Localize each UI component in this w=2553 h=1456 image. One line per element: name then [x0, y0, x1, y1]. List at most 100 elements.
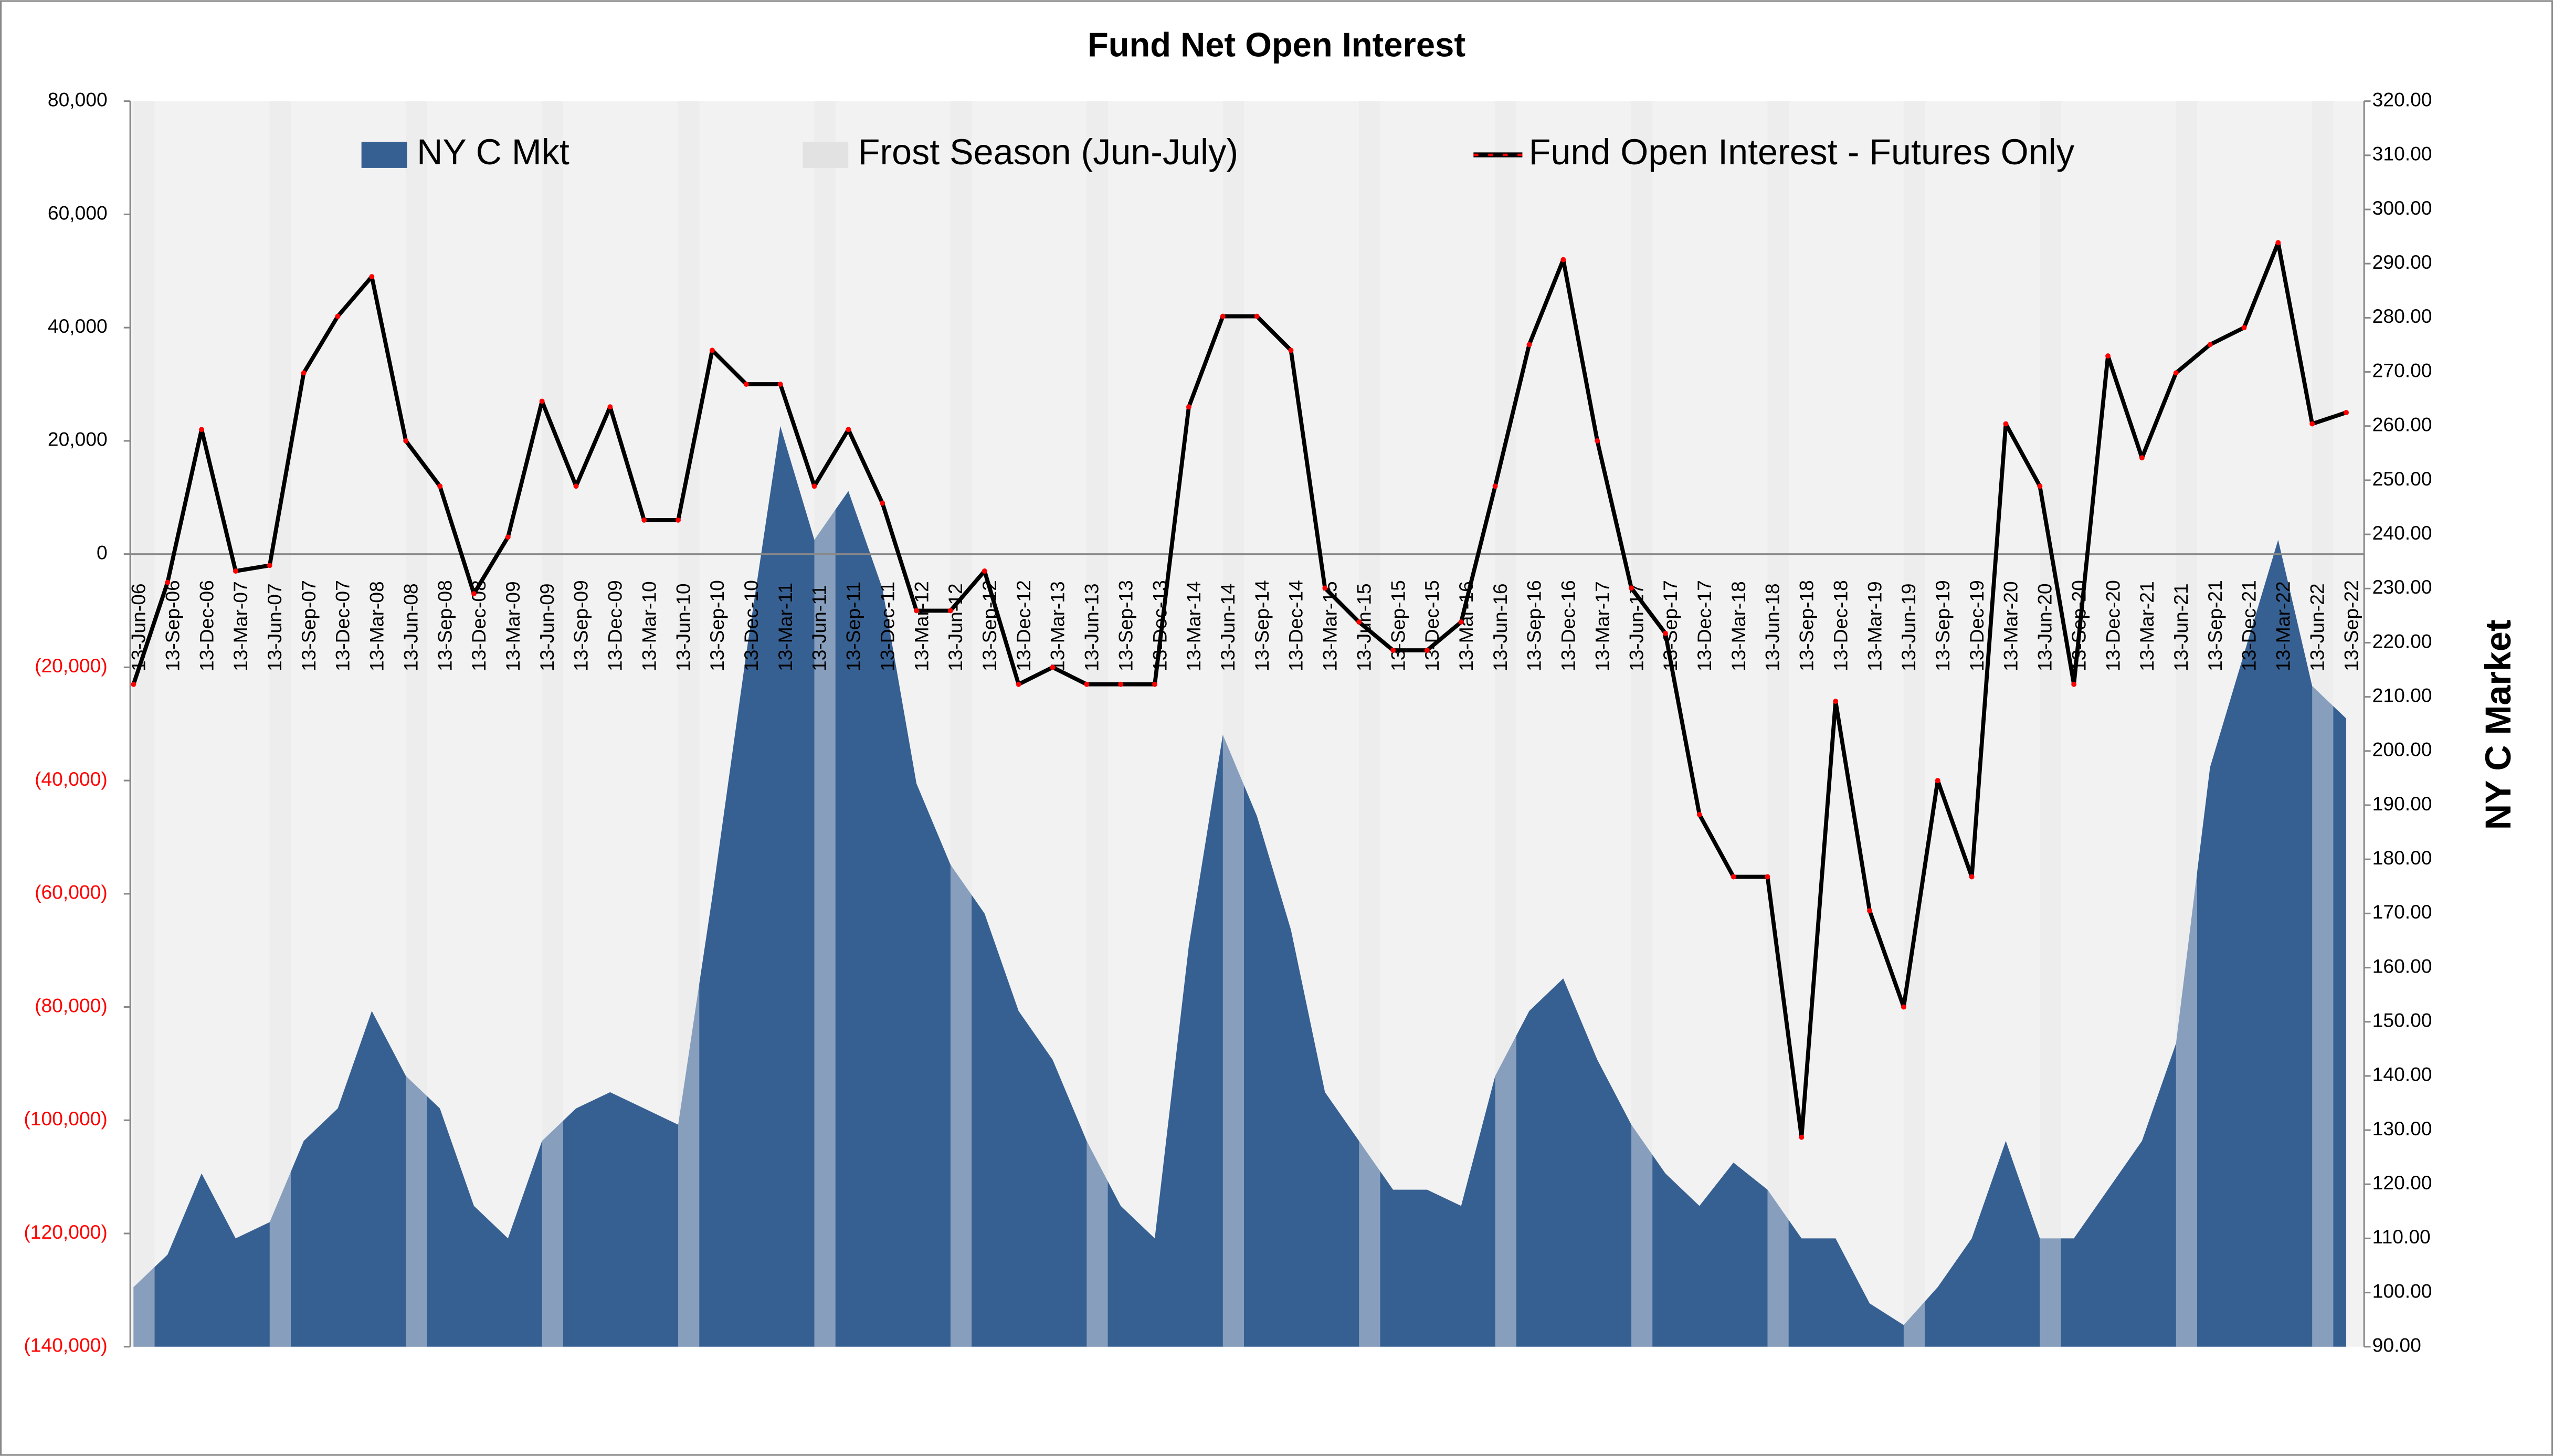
line-marker [199, 427, 205, 432]
line-marker [1833, 699, 1839, 704]
x-tick-label: 13-Jun-14 [1217, 583, 1239, 671]
line-marker [1526, 342, 1532, 347]
line-marker [1492, 483, 1498, 489]
x-tick-label: 13-Dec-12 [1012, 580, 1035, 671]
frost-overlay [950, 101, 972, 1347]
line-marker [1969, 874, 1975, 880]
y-tick-label: 0 [97, 541, 108, 563]
x-tick-label: 13-Sep-21 [2204, 580, 2226, 671]
frost-overlay [1903, 101, 1925, 1347]
x-tick-label: 13-Sep-15 [1387, 580, 1409, 671]
y2-tick-label: 110.00 [2372, 1226, 2431, 1248]
lines [131, 240, 2349, 1140]
frost-overlay [1495, 101, 1516, 1347]
x-tick-label: 13-Sep-09 [570, 580, 592, 671]
line-marker [1152, 681, 1158, 687]
line-marker [1765, 874, 1770, 880]
x-tick-label: 13-Mar-22 [2272, 581, 2294, 671]
line-marker [1084, 681, 1090, 687]
y2-tick-label: 100.00 [2372, 1280, 2432, 1302]
y2-tick-label: 120.00 [2372, 1172, 2432, 1194]
x-tick-label: 13-Mar-07 [229, 581, 251, 671]
line-marker [2037, 483, 2043, 489]
y2-tick-label: 300.00 [2372, 197, 2432, 219]
frost-overlay [406, 101, 427, 1347]
line-marker [676, 517, 681, 523]
line-marker [471, 591, 477, 597]
frost-overlay [814, 101, 836, 1347]
line-marker [1696, 811, 1702, 817]
x-tick-label: 13-Sep-14 [1251, 580, 1273, 671]
line-marker [2207, 342, 2213, 347]
y-tick-label: (20,000) [35, 655, 108, 677]
x-tick-label: 13-Mar-14 [1183, 581, 1205, 671]
y2-tick-label: 220.00 [2372, 630, 2432, 652]
y2-axis-title: NY C Market [2478, 619, 2518, 830]
line-marker [1220, 313, 1226, 319]
x-tick-label: 13-Dec-14 [1285, 580, 1307, 671]
y-tick-label: 60,000 [48, 202, 108, 224]
line-marker [1560, 257, 1566, 262]
x-tick-label: 13-Sep-07 [298, 580, 320, 671]
line-marker [2173, 370, 2179, 376]
line-marker [2003, 421, 2009, 427]
line-marker [1935, 778, 1940, 784]
x-tick-label: 13-Jun-13 [1081, 583, 1103, 671]
line-marker [335, 313, 341, 319]
x-tick-label: 13-Sep-13 [1114, 580, 1136, 671]
x-tick-label: 13-Mar-18 [1727, 581, 1749, 671]
x-tick-label: 13-Dec-07 [332, 580, 354, 671]
y-tick-label: (100,000) [24, 1107, 107, 1130]
frost-band [269, 101, 291, 1347]
x-tick-label: 13-Dec-17 [1693, 580, 1715, 671]
y2-tick-label: 140.00 [2372, 1063, 2432, 1085]
line-marker [1595, 438, 1600, 444]
frost-overlay [2176, 101, 2197, 1347]
line-marker [641, 517, 647, 523]
x-tick-label: 13-Jun-21 [2170, 583, 2192, 671]
line-marker [947, 608, 953, 614]
legend-label: NY C Mkt [417, 132, 569, 172]
frost-overlay [1086, 101, 1108, 1347]
x-tick-label: 13-Dec-20 [2102, 580, 2124, 671]
y2-tick-label: 310.00 [2372, 143, 2432, 165]
line-marker [2071, 681, 2077, 687]
x-tick-label: 13-Mar-13 [1047, 581, 1069, 671]
line-marker [267, 563, 272, 568]
x-tick-label: 13-Mar-21 [2136, 581, 2158, 671]
overlay [133, 101, 2334, 1347]
x-tick-label: 13-Jun-18 [1761, 583, 1784, 671]
line-marker [1901, 1004, 1906, 1010]
x-tick-label: 13-Dec-15 [1421, 580, 1443, 671]
y-tick-label: (60,000) [35, 881, 108, 903]
line-marker [1390, 648, 1396, 653]
frost-overlay [1222, 101, 1244, 1347]
y2-tick-label: 180.00 [2372, 847, 2432, 869]
y2-tick-label: 260.00 [2372, 414, 2432, 436]
x-tick-label: 13-Mar-10 [638, 581, 660, 671]
y2-tick-label: 320.00 [2372, 89, 2432, 111]
x-tick-label: 13-Jun-11 [808, 585, 830, 671]
y2-tick-label: 190.00 [2372, 793, 2432, 815]
legend-label: Frost Season (Jun-July) [858, 132, 1238, 172]
line-marker [1356, 619, 1362, 625]
line-marker [1288, 347, 1294, 353]
x-tick-label: 13-Dec-19 [1966, 580, 1988, 671]
frost-overlay [2312, 101, 2334, 1347]
line-marker [539, 398, 545, 404]
legend: NY C Mkt Frost Season (Jun-July) Fund Open… [361, 132, 2074, 172]
x-tick-label: 13-Mar-15 [1319, 581, 1341, 671]
x-tick-label: 13-Dec-18 [1829, 580, 1851, 671]
y-tick-label: (40,000) [35, 768, 108, 790]
y2-tick-label: 230.00 [2372, 576, 2432, 598]
x-tick-label: 13-Mar-20 [2000, 581, 2022, 671]
x-tick-label: 13-Mar-11 [774, 583, 796, 671]
legend-label: Fund Open Interest - Futures Only [1529, 132, 2074, 172]
y2-tick-label: 240.00 [2372, 522, 2432, 544]
area [133, 426, 2347, 1347]
line-marker [1629, 585, 1634, 591]
line-marker [1662, 630, 1668, 636]
line-marker [2344, 410, 2349, 415]
x-tick-label: 13-Sep-16 [1523, 580, 1545, 671]
